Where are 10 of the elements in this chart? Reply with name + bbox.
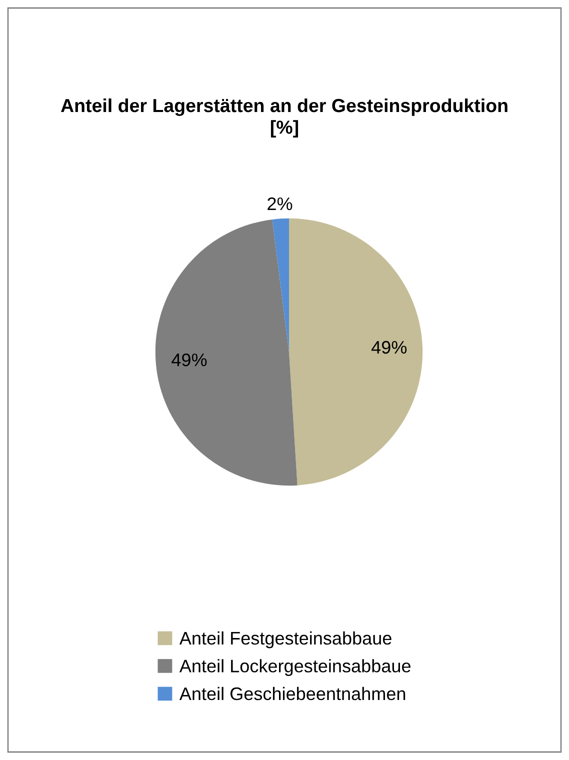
legend-label: Anteil Festgesteinsabbaue [179,631,392,648]
pie-slice [155,219,298,486]
data-label: 49% [371,340,407,354]
data-label: 49% [172,353,207,366]
data-label: 2% [268,197,292,210]
legend-label: Anteil Geschiebeentnahmen [179,686,406,700]
pie-slice [289,218,423,486]
legend-label: Anteil Lockergesteinsabbaue [179,659,410,676]
pie-slice [272,218,289,352]
chart-title: Anteil der Lagerstätten an der Gesteinsproduktion [%] [60,98,508,138]
